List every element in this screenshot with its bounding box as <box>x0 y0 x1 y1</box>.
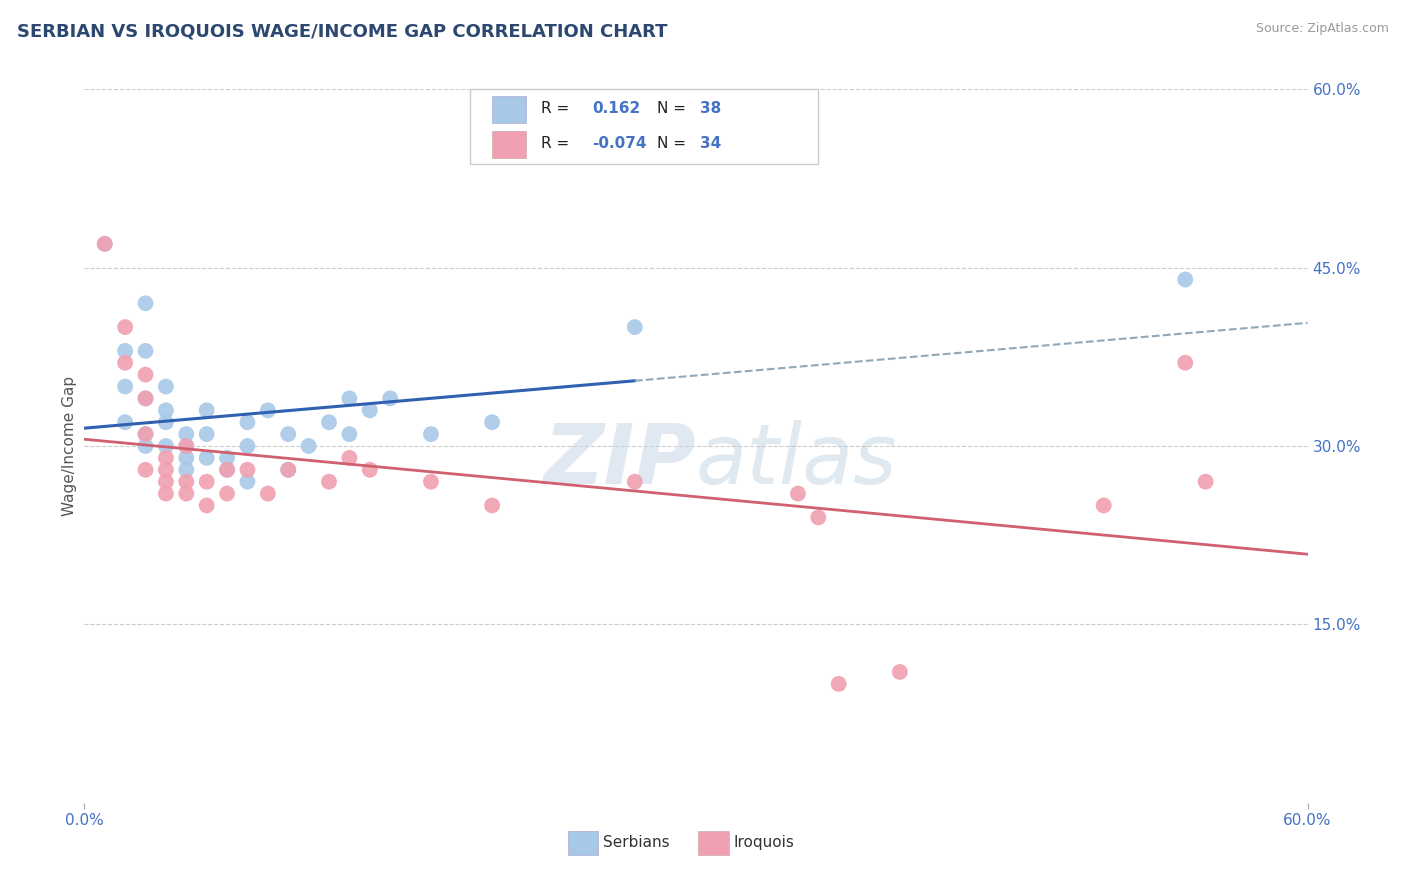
Point <box>481 415 503 429</box>
Point <box>889 665 911 679</box>
Point <box>359 403 381 417</box>
Text: Serbians: Serbians <box>603 835 669 849</box>
Text: Iroquois: Iroquois <box>734 835 794 849</box>
Point <box>277 463 299 477</box>
Text: R =: R = <box>541 101 569 116</box>
Point <box>114 343 136 358</box>
Point <box>155 475 177 489</box>
Point <box>257 403 280 417</box>
Point <box>1174 272 1197 286</box>
Point <box>155 486 177 500</box>
Point <box>174 439 197 453</box>
Point <box>217 463 239 477</box>
Point <box>339 427 361 442</box>
Point <box>787 486 810 500</box>
Point <box>93 236 115 251</box>
Point <box>114 320 136 334</box>
Point <box>1092 499 1115 513</box>
Point <box>195 403 218 417</box>
Point <box>359 463 381 477</box>
Point <box>420 427 443 442</box>
Point <box>277 463 299 477</box>
Point <box>828 677 851 691</box>
Point <box>174 486 197 500</box>
Point <box>318 415 340 429</box>
Point <box>174 439 197 453</box>
Point <box>114 379 136 393</box>
Point <box>236 463 259 477</box>
Point <box>135 368 157 382</box>
Point <box>339 450 361 465</box>
Text: 38: 38 <box>700 101 721 116</box>
Text: R =: R = <box>541 136 569 152</box>
Point <box>257 486 280 500</box>
Point <box>217 450 239 465</box>
Point <box>135 343 157 358</box>
Y-axis label: Wage/Income Gap: Wage/Income Gap <box>62 376 77 516</box>
Point <box>1195 475 1218 489</box>
Point <box>155 450 177 465</box>
Point <box>114 415 136 429</box>
Point <box>135 427 157 442</box>
Point <box>155 439 177 453</box>
FancyBboxPatch shape <box>492 95 526 123</box>
Text: -0.074: -0.074 <box>592 136 647 152</box>
Text: SERBIAN VS IROQUOIS WAGE/INCOME GAP CORRELATION CHART: SERBIAN VS IROQUOIS WAGE/INCOME GAP CORR… <box>17 22 668 40</box>
Point <box>236 475 259 489</box>
Point <box>1174 356 1197 370</box>
Text: N =: N = <box>657 136 686 152</box>
Point <box>155 379 177 393</box>
Point <box>135 439 157 453</box>
Point <box>195 499 218 513</box>
Point <box>114 356 136 370</box>
Point <box>195 475 218 489</box>
Point <box>135 392 157 406</box>
FancyBboxPatch shape <box>492 131 526 158</box>
Text: Source: ZipAtlas.com: Source: ZipAtlas.com <box>1256 22 1389 36</box>
Text: 0.162: 0.162 <box>592 101 640 116</box>
Point <box>624 320 647 334</box>
Point <box>380 392 402 406</box>
Point <box>155 463 177 477</box>
Point <box>217 486 239 500</box>
Text: atlas: atlas <box>696 420 897 500</box>
Point <box>481 499 503 513</box>
Point <box>174 463 197 477</box>
Point <box>217 463 239 477</box>
Point <box>135 463 157 477</box>
Point <box>155 415 177 429</box>
Point <box>420 475 443 489</box>
Point <box>195 427 218 442</box>
Point <box>277 427 299 442</box>
Point <box>318 475 340 489</box>
Point <box>339 392 361 406</box>
FancyBboxPatch shape <box>470 89 818 164</box>
FancyBboxPatch shape <box>699 831 728 855</box>
Point <box>236 439 259 453</box>
Point <box>807 510 830 524</box>
Point <box>195 450 218 465</box>
Point <box>135 427 157 442</box>
Text: ZIP: ZIP <box>543 420 696 500</box>
Point <box>298 439 321 453</box>
Point <box>135 296 157 310</box>
FancyBboxPatch shape <box>568 831 598 855</box>
Point <box>135 392 157 406</box>
Point <box>155 403 177 417</box>
Point <box>236 415 259 429</box>
Text: N =: N = <box>657 101 686 116</box>
Text: 34: 34 <box>700 136 721 152</box>
Point <box>174 450 197 465</box>
Point <box>93 236 115 251</box>
Point <box>174 475 197 489</box>
Point <box>174 427 197 442</box>
Point <box>624 475 647 489</box>
